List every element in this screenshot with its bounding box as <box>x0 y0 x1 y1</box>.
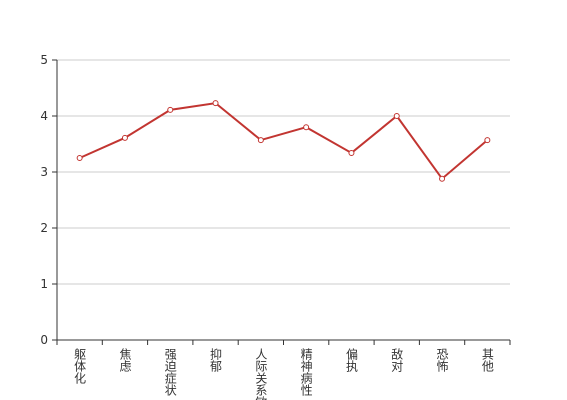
point <box>77 156 82 161</box>
y-tick-label: 1 <box>40 277 48 291</box>
x-tick-label: 抑郁 <box>209 347 223 373</box>
point <box>485 138 490 143</box>
x-tick-label: 精神病性 <box>299 348 313 397</box>
point <box>304 125 309 130</box>
x-tick-label: 其他 <box>480 348 494 372</box>
x-tick-label: 人际关系敏感 <box>254 348 268 400</box>
x-tick-label: 焦虑 <box>118 348 132 372</box>
y-tick-label: 3 <box>40 165 48 179</box>
x-tick-label: 强迫症状 <box>163 348 177 396</box>
point <box>258 138 263 143</box>
x-tick-label: 躯体化 <box>73 347 87 385</box>
point <box>122 135 127 140</box>
y-tick-label: 2 <box>40 221 48 235</box>
x-tick-label: 恐怖 <box>435 348 449 372</box>
point <box>168 107 173 112</box>
point <box>440 176 445 181</box>
point <box>213 101 218 106</box>
point <box>394 114 399 119</box>
x-tick-label: 敌对 <box>390 347 404 372</box>
x-tick-label: 偏执 <box>344 347 358 373</box>
point <box>349 150 354 155</box>
y-tick-label: 4 <box>40 109 48 123</box>
y-tick-label: 0 <box>40 333 48 347</box>
line <box>80 103 488 179</box>
y-tick-label: 5 <box>40 53 48 67</box>
